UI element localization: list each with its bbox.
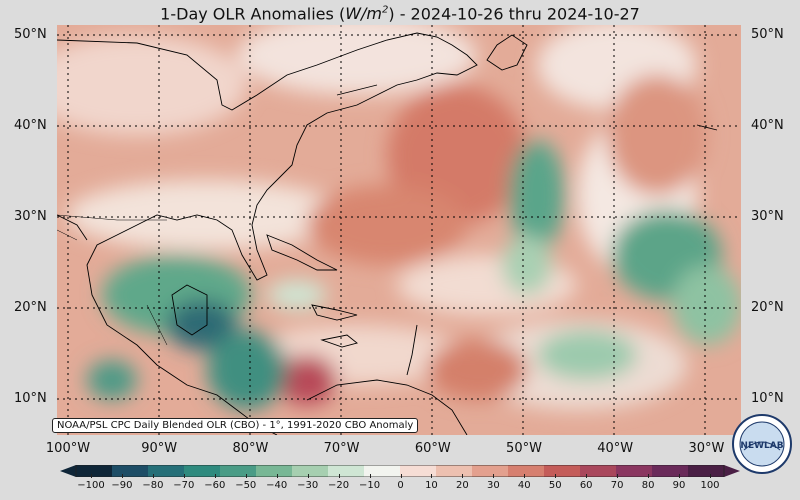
colorbar-tickmark bbox=[462, 474, 464, 478]
colorbar-tickmark bbox=[91, 474, 92, 478]
colorbar-tickmark bbox=[617, 474, 619, 478]
colorbar-cell bbox=[292, 465, 329, 477]
lat-label-right: 20°N bbox=[751, 300, 784, 315]
lon-label: 70°W bbox=[323, 441, 360, 456]
colorbar-tick-label: 10 bbox=[425, 480, 438, 491]
lon-label: 80°W bbox=[232, 441, 269, 456]
title-unit-exponent: 2 bbox=[381, 5, 389, 16]
lon-label: 90°W bbox=[141, 441, 178, 456]
colorbar-tick-label: −30 bbox=[297, 480, 319, 491]
colorbar-tickmark bbox=[369, 474, 371, 478]
lat-label-left: 30°N bbox=[14, 209, 47, 224]
colorbar-tick-label: −10 bbox=[358, 480, 381, 491]
lat-label-left: 50°N bbox=[14, 27, 47, 42]
anomaly-field bbox=[57, 25, 741, 410]
map-title: 1-Day OLR Anomalies (W/m2) - 2024-10-26 … bbox=[0, 0, 800, 24]
colorbar-cell bbox=[184, 465, 221, 477]
title-prefix: 1-Day OLR Anomalies ( bbox=[160, 4, 346, 24]
colorbar-tick-label: 100 bbox=[700, 480, 720, 491]
colorbar-cell bbox=[112, 465, 149, 477]
colorbar-max-arrow bbox=[724, 465, 740, 477]
colorbar-cell bbox=[76, 465, 113, 477]
colorbar-cell bbox=[364, 465, 401, 477]
lab-logo-icon: NEWLAB bbox=[732, 414, 792, 474]
map-canvas bbox=[57, 25, 741, 435]
colorbar-tick-label: −50 bbox=[235, 480, 257, 491]
colorbar-tick-label: 30 bbox=[486, 480, 500, 491]
colorbar-tickmark bbox=[555, 474, 557, 478]
colorbar-tick-label: 80 bbox=[641, 480, 655, 491]
colorbar-tickmark bbox=[338, 474, 340, 478]
colorbar-tick-label: −60 bbox=[204, 480, 226, 491]
colorbar-tickmark bbox=[648, 474, 650, 478]
colorbar-tick-label: −40 bbox=[266, 480, 288, 491]
colorbar-tickmark bbox=[214, 474, 216, 478]
colorbar-tickmark bbox=[152, 474, 154, 478]
colorbar-tick-label: −70 bbox=[173, 480, 195, 491]
colorbar-tickmark bbox=[493, 474, 495, 478]
olr-anomaly-map bbox=[57, 25, 741, 435]
colorbar-tickmark bbox=[400, 474, 402, 478]
graticule bbox=[57, 25, 741, 435]
svg-text:NEWLAB: NEWLAB bbox=[740, 441, 783, 451]
colorbar-tickmark bbox=[679, 474, 681, 478]
colorbar-tickmark bbox=[524, 474, 526, 478]
lat-label-right: 10°N bbox=[751, 391, 784, 406]
colorbar-tickmark bbox=[710, 474, 711, 478]
colorbar-tickmark bbox=[307, 474, 309, 478]
lat-label-left: 40°N bbox=[14, 118, 47, 133]
lab-logo: NEWLAB bbox=[732, 414, 792, 474]
colorbar-cell bbox=[688, 465, 725, 477]
colorbar-cell bbox=[472, 465, 509, 477]
colorbar-cell bbox=[652, 465, 689, 477]
lat-label-left: 10°N bbox=[14, 391, 47, 406]
colorbar-tickmark bbox=[276, 474, 278, 478]
colorbar-graphic bbox=[60, 464, 740, 478]
lat-label-right: 50°N bbox=[751, 27, 784, 42]
colorbar-cell bbox=[616, 465, 653, 477]
colorbar-cell bbox=[508, 465, 545, 477]
lat-label-left: 20°N bbox=[14, 300, 47, 315]
lon-label: 100°W bbox=[45, 441, 91, 456]
colorbar-cell bbox=[148, 465, 185, 477]
colorbar-tickmark bbox=[586, 474, 588, 478]
lat-label-right: 40°N bbox=[751, 118, 784, 133]
colorbar-tick-label: −90 bbox=[111, 480, 133, 491]
colorbar-tick-label: 50 bbox=[548, 480, 562, 491]
lon-label: 30°W bbox=[688, 441, 725, 456]
colorbar-tickmark bbox=[245, 474, 247, 478]
lon-label: 60°W bbox=[414, 441, 451, 456]
colorbar-tickmark bbox=[431, 474, 433, 478]
colorbar-tick-label: −80 bbox=[142, 480, 164, 491]
title-date-range: ) - 2024-10-26 thru 2024-10-27 bbox=[388, 4, 640, 24]
colorbar-cell bbox=[580, 465, 617, 477]
lon-label: 50°W bbox=[506, 441, 542, 456]
colorbar-tick-label: 0 bbox=[397, 480, 404, 491]
colorbar-cell bbox=[544, 465, 581, 477]
colorbar-cell bbox=[400, 465, 437, 477]
colorbar-cell bbox=[436, 465, 473, 477]
title-unit: W/m bbox=[345, 4, 382, 24]
colorbar-tick-label: −100 bbox=[77, 480, 105, 491]
colorbar-cell bbox=[328, 465, 365, 477]
data-source-credit: NOAA/PSL CPC Daily Blended OLR (CBO) - 1… bbox=[52, 418, 419, 433]
colorbar-tick-label: 40 bbox=[517, 480, 531, 491]
colorbar bbox=[60, 462, 740, 478]
colorbar-cell bbox=[256, 465, 293, 477]
colorbar-tickmark bbox=[183, 474, 185, 478]
colorbar-tick-label: 60 bbox=[579, 480, 593, 491]
colorbar-cell bbox=[220, 465, 257, 477]
colorbar-tick-label: 90 bbox=[672, 480, 686, 491]
colorbar-tick-label: 70 bbox=[610, 480, 624, 491]
colorbar-tick-label: 20 bbox=[456, 480, 469, 491]
colorbar-tick-label: −20 bbox=[328, 480, 350, 491]
coastlines bbox=[57, 32, 718, 435]
colorbar-min-arrow bbox=[60, 465, 76, 477]
lat-label-right: 30°N bbox=[751, 209, 784, 224]
lon-label: 40°W bbox=[597, 441, 634, 456]
colorbar-tickmark bbox=[121, 474, 123, 478]
